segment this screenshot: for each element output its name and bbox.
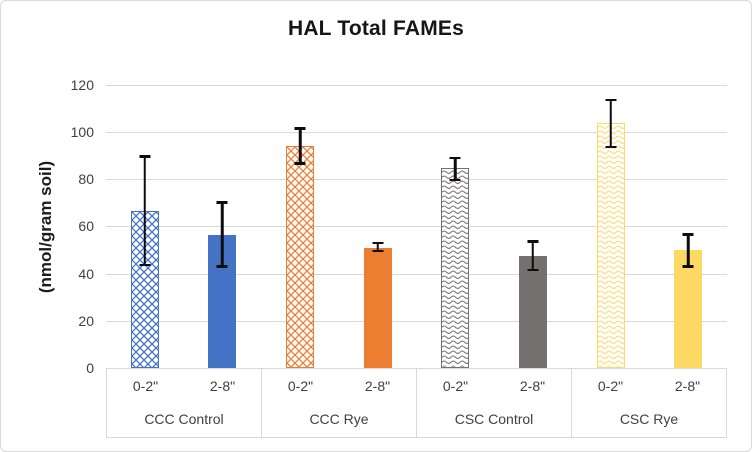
x-axis-group-csc-control: 0-2" 2-8" CSC Control (417, 368, 572, 437)
depth-label-row: 0-2" 2-8" (572, 368, 726, 404)
y-tick-label: 40 (78, 265, 94, 282)
error-bar-ccc-rye-2-8 (372, 241, 384, 253)
x-group-label: CCC Rye (309, 410, 369, 427)
x-group-label: CSC Control (454, 410, 534, 427)
y-tick-label: 80 (78, 171, 94, 187)
x-axis-group-csc-rye: 0-2" 2-8" CSC Rye (572, 368, 726, 437)
depth-label-row: 0-2" 2-8" (262, 368, 416, 404)
x-depth-label: 2-8" (674, 378, 701, 394)
error-bar-ccc-rye-0-2 (294, 127, 306, 165)
x-depth-label: 2-8" (209, 378, 236, 394)
x-depth-label: 0-2" (132, 378, 159, 394)
y-tick-label: 120 (70, 76, 94, 93)
bar-csc-rye-0-2[interactable] (596, 123, 625, 368)
x-axis-group-ccc-control: 0-2" 2-8" CCC Control (107, 368, 262, 437)
y-tick-label: 100 (70, 123, 94, 140)
error-bar-ccc-control-2-8 (216, 201, 228, 268)
y-gridline (106, 273, 727, 275)
x-depth-label: 0-2" (597, 378, 624, 394)
x-depth-label: 2-8" (364, 378, 391, 394)
y-tick-label: 0 (86, 360, 94, 376)
x-axis: 0-2" 2-8" CCC Control 0-2" 2-8" CCC Rye 0-2" 2-… (106, 368, 727, 438)
x-depth-label: 0-2" (287, 378, 314, 394)
bar-csc-control-0-2[interactable] (441, 168, 470, 368)
x-group-label: CSC Rye (619, 410, 679, 427)
x-depth-label: 0-2" (442, 378, 469, 394)
y-tick-label: 20 (78, 312, 94, 329)
bar-csc-control-2-8[interactable] (518, 255, 547, 368)
wave-pattern-fill (442, 169, 469, 367)
wave-pattern-fill (597, 124, 624, 367)
y-gridline (106, 179, 727, 180)
depth-label-row: 0-2" 2-8" (417, 368, 571, 404)
y-gridline (106, 320, 727, 322)
x-axis-group-ccc-rye: 0-2" 2-8" CCC Rye (262, 368, 417, 437)
bar-ccc-rye-0-2[interactable] (286, 145, 315, 368)
error-bar-csc-control-2-8 (527, 240, 539, 272)
x-depth-label: 2-8" (519, 378, 546, 394)
lattice-pattern-fill (287, 146, 314, 367)
error-bar-csc-rye-2-8 (682, 233, 694, 268)
depth-label-row: 0-2" 2-8" (107, 368, 261, 404)
error-bar-csc-control-0-2 (449, 156, 461, 182)
y-gridline (106, 84, 727, 86)
y-tick-label: 60 (78, 218, 94, 235)
y-gridline (106, 131, 727, 133)
error-bar-ccc-control-0-2 (139, 155, 151, 267)
bar-csc-rye-2-8[interactable] (674, 249, 703, 368)
bar-ccc-rye-2-8[interactable] (363, 247, 392, 368)
x-group-label: CCC Control (144, 410, 224, 427)
y-gridline (106, 226, 727, 228)
chart-title: HAL Total FAMEs (287, 17, 465, 40)
error-bar-csc-rye-0-2 (605, 98, 617, 149)
